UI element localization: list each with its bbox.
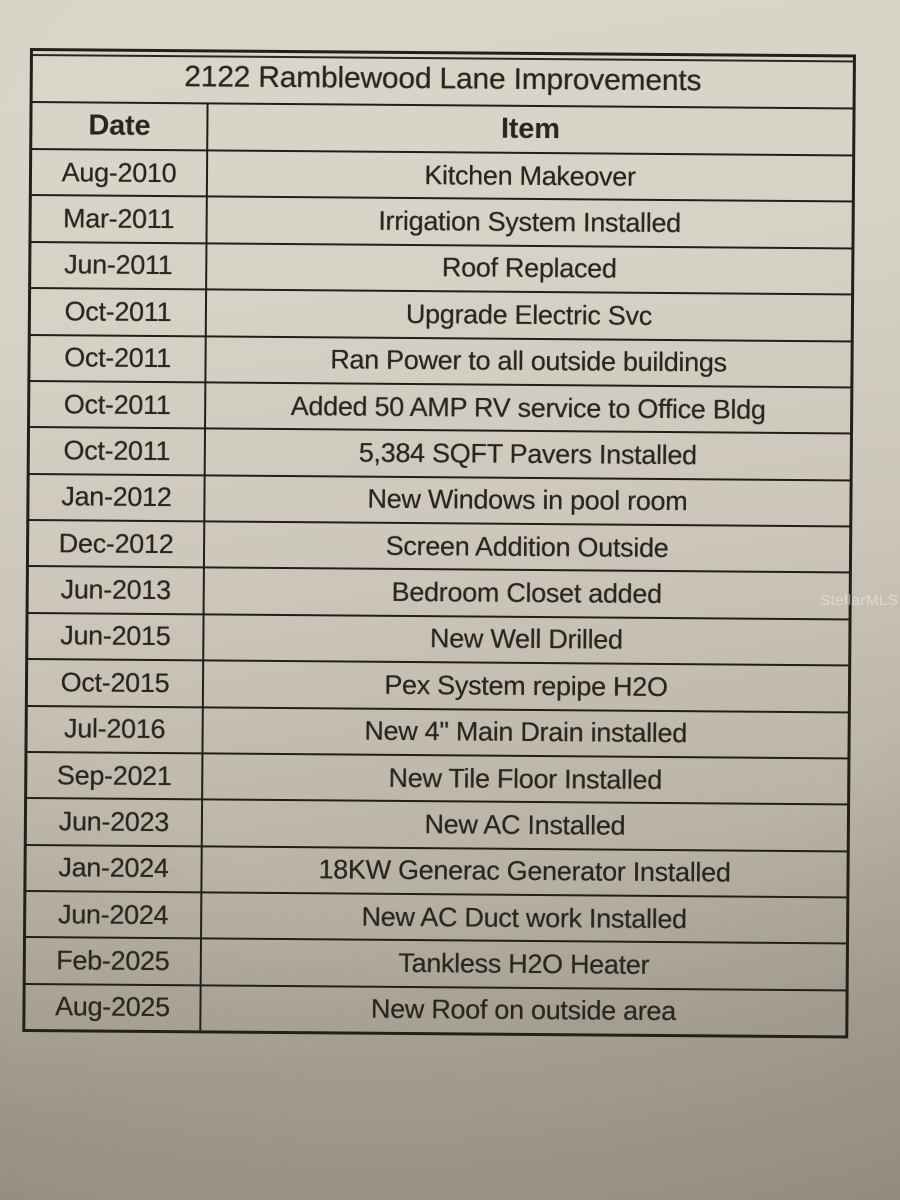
date-cell: Oct-2011 bbox=[30, 289, 208, 335]
item-cell: Kitchen Makeover bbox=[424, 159, 636, 192]
date-cell: Oct-2015 bbox=[27, 660, 205, 706]
table-body: Aug-2010 Kitchen Makeover Mar-2011 Irrig… bbox=[25, 148, 853, 1036]
date-cell: Jul-2016 bbox=[27, 706, 204, 753]
table-header-row: Date Item bbox=[32, 101, 853, 155]
item-cell: New Well Drilled bbox=[429, 623, 623, 656]
table-row: Jan-2012 New Windows in pool room bbox=[29, 472, 850, 526]
date-cell: Jun-2024 bbox=[26, 891, 203, 938]
item-cell: New Roof on outside area bbox=[370, 994, 677, 1027]
date-cell: Mar-2011 bbox=[31, 196, 208, 243]
item-cell: New AC Duct work Installed bbox=[361, 901, 687, 934]
photographed-document: 2122 Ramblewood Lane Improvements Date I… bbox=[22, 48, 856, 1039]
item-cell: 18KW Generac Generator Installed bbox=[318, 854, 731, 888]
date-cell: Jan-2012 bbox=[29, 474, 206, 521]
table-row: Oct-2011 5,384 SQFT Pavers Installed bbox=[29, 426, 851, 480]
table-row: Sep-2021 New Tile Floor Installed bbox=[27, 750, 848, 804]
table-row: Jul-2016 New 4" Main Drain installed bbox=[27, 704, 848, 758]
date-cell: Jun-2023 bbox=[26, 799, 204, 846]
date-cell: Aug-2010 bbox=[31, 150, 209, 196]
table-row: Jan-2024 18KW Generac Generator Installe… bbox=[26, 843, 847, 897]
date-cell: Jun-2015 bbox=[28, 613, 205, 660]
item-cell: 5,384 SQFT Pavers Installed bbox=[358, 437, 697, 471]
date-cell: Jan-2024 bbox=[26, 845, 203, 892]
column-header-date: Date bbox=[32, 103, 209, 150]
item-cell: Bedroom Closet added bbox=[391, 576, 662, 610]
column-header-item: Item bbox=[500, 112, 560, 146]
table-row: Oct-2011 Added 50 AMP RV service to Offi… bbox=[30, 379, 851, 433]
table-row: Jun-2013 Bedroom Closet added bbox=[28, 565, 849, 619]
item-cell: New Windows in pool room bbox=[367, 483, 688, 517]
date-cell: Oct-2011 bbox=[30, 335, 207, 382]
table-row: Aug-2025 New Roof on outside area bbox=[25, 982, 846, 1036]
table-row: Jun-2024 New AC Duct work Installed bbox=[26, 889, 847, 943]
table-row: Oct-2015 Pex System repipe H2O bbox=[27, 658, 849, 711]
table-row: Jun-2023 New AC Installed bbox=[26, 797, 848, 851]
item-cell: New Tile Floor Installed bbox=[388, 762, 663, 795]
table-row: Oct-2011 Ran Power to all outside buildi… bbox=[30, 333, 851, 387]
item-cell: New AC Installed bbox=[424, 809, 626, 841]
table-title: 2122 Ramblewood Lane Improvements bbox=[184, 60, 702, 98]
date-cell: Dec-2012 bbox=[28, 521, 206, 567]
item-cell: Screen Addition Outside bbox=[385, 530, 669, 563]
improvements-table: 2122 Ramblewood Lane Improvements Date I… bbox=[22, 48, 856, 1039]
table-row: Dec-2012 Screen Addition Outside bbox=[28, 519, 850, 572]
date-cell: Sep-2021 bbox=[27, 752, 204, 799]
item-cell: Roof Replaced bbox=[441, 252, 617, 285]
table-row: Jun-2011 Roof Replaced bbox=[31, 240, 852, 294]
item-cell: Tankless H2O Heater bbox=[398, 947, 650, 980]
date-cell: Feb-2025 bbox=[25, 938, 203, 985]
date-cell: Jun-2013 bbox=[28, 567, 205, 614]
date-cell: Aug-2025 bbox=[25, 984, 202, 1031]
date-cell: Oct-2011 bbox=[30, 381, 207, 428]
table-row: Mar-2011 Irrigation System Installed bbox=[31, 194, 852, 248]
item-cell: Ran Power to all outside buildings bbox=[330, 344, 727, 378]
item-cell: Irrigation System Installed bbox=[378, 205, 682, 239]
table-row: Aug-2010 Kitchen Makeover bbox=[31, 148, 853, 201]
table-row: Oct-2011 Upgrade Electric Svc bbox=[30, 287, 852, 340]
item-cell: Added 50 AMP RV service to Office Bldg bbox=[290, 390, 766, 425]
table-row: Jun-2015 New Well Drilled bbox=[28, 611, 849, 665]
date-cell: Oct-2011 bbox=[29, 428, 207, 475]
date-cell: Jun-2011 bbox=[31, 242, 208, 289]
table-row: Feb-2025 Tankless H2O Heater bbox=[25, 936, 846, 990]
item-cell: New 4" Main Drain installed bbox=[364, 715, 688, 749]
item-cell: Pex System repipe H2O bbox=[384, 669, 668, 702]
item-cell: Upgrade Electric Svc bbox=[405, 298, 653, 331]
